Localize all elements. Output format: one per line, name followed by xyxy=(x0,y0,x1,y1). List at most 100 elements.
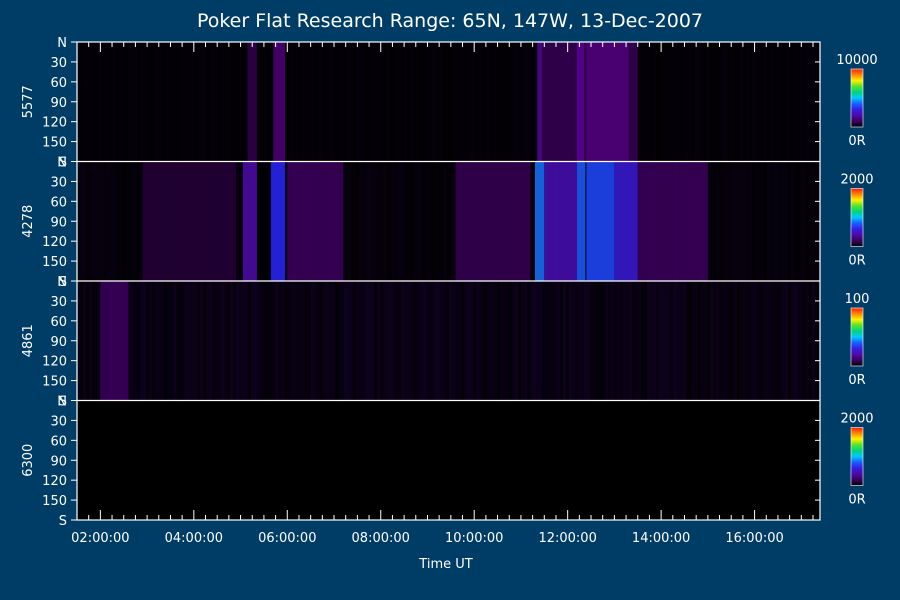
noise-streak xyxy=(689,281,692,401)
noise-streak xyxy=(413,42,416,162)
noise-streak xyxy=(716,281,719,401)
noise-streak xyxy=(344,162,347,282)
noise-streak xyxy=(650,42,653,162)
noise-streak xyxy=(185,42,188,162)
noise-streak xyxy=(710,161,713,281)
noise-streak xyxy=(797,42,800,162)
colorbar-min-label: 0R xyxy=(848,134,865,149)
noise-streak xyxy=(296,281,299,401)
noise-streak xyxy=(113,42,116,162)
colorbar xyxy=(850,307,864,367)
panel-4278: N 30 60 90 120 150 S 4278 2000 0R xyxy=(21,156,874,291)
noise-streak xyxy=(407,281,410,401)
noise-streak xyxy=(743,42,746,162)
noise-streak xyxy=(752,42,755,162)
noise-streak xyxy=(383,281,386,401)
noise-streak xyxy=(359,281,362,401)
noise-streak xyxy=(422,42,425,162)
noise-streak xyxy=(239,42,242,162)
y-tick-label: 150 xyxy=(42,255,67,270)
noise-streak xyxy=(356,42,359,162)
noise-streak xyxy=(578,281,581,401)
noise-streak xyxy=(758,161,761,281)
noise-streak xyxy=(503,42,506,162)
noise-streak xyxy=(86,42,89,162)
noise-streak xyxy=(281,281,284,401)
noise-streak xyxy=(233,42,236,162)
noise-streak xyxy=(782,42,785,162)
noise-streak xyxy=(284,281,287,401)
noise-streak xyxy=(311,42,314,162)
noise-streak xyxy=(143,281,146,401)
noise-streak xyxy=(356,162,359,282)
noise-streak xyxy=(617,281,620,401)
noise-streak xyxy=(626,281,629,401)
noise-streak xyxy=(257,161,260,281)
noise-streak xyxy=(560,281,563,401)
noise-streak xyxy=(233,281,236,401)
noise-streak xyxy=(113,161,116,281)
emission-band xyxy=(287,161,344,281)
noise-streak xyxy=(734,281,737,401)
noise-streak xyxy=(803,281,806,401)
x-axis: 02:00:00 04:00:00 06:00:00 08:00:00 10:00:00… xyxy=(71,42,814,546)
noise-streak xyxy=(146,42,149,162)
noise-streak xyxy=(416,42,419,162)
noise-streak xyxy=(671,42,674,162)
noise-streak xyxy=(731,161,734,281)
noise-streak xyxy=(347,161,350,281)
y-tick-label: 90 xyxy=(50,215,67,230)
y-tick-label: 150 xyxy=(42,136,67,151)
colorbar-max-label: 2000 xyxy=(840,173,873,188)
noise-streak xyxy=(323,281,326,401)
noise-streak xyxy=(131,281,134,401)
noise-streak xyxy=(605,281,608,401)
noise-streak xyxy=(383,161,386,281)
noise-streak xyxy=(266,162,269,282)
emission-band xyxy=(142,161,236,281)
noise-streak xyxy=(485,42,488,162)
noise-streak xyxy=(539,281,542,401)
noise-streak xyxy=(140,281,143,401)
noise-streak xyxy=(677,42,680,162)
noise-streak xyxy=(344,281,347,401)
y-tick-label: 60 xyxy=(50,434,67,449)
noise-streak xyxy=(671,281,674,401)
noise-streak xyxy=(701,281,704,401)
noise-streak xyxy=(641,42,644,162)
noise-streak xyxy=(548,281,551,401)
noise-streak xyxy=(209,281,212,401)
noise-streak xyxy=(449,281,452,401)
noise-streak xyxy=(314,281,317,401)
noise-streak xyxy=(224,42,227,162)
noise-streak xyxy=(401,281,404,401)
emission-band xyxy=(247,42,257,162)
noise-streak xyxy=(653,281,656,401)
noise-streak xyxy=(407,42,410,162)
noise-streak xyxy=(707,42,710,162)
noise-streak xyxy=(608,281,611,401)
noise-streak xyxy=(782,161,785,281)
noise-streak xyxy=(236,161,239,281)
noise-streak xyxy=(776,161,779,281)
noise-streak xyxy=(230,281,233,401)
noise-streak xyxy=(698,42,701,162)
x-tick-label: 10:00:00 xyxy=(445,531,503,546)
noise-streak xyxy=(545,281,548,401)
noise-streak xyxy=(692,281,695,401)
noise-streak xyxy=(428,281,431,401)
noise-streak xyxy=(722,42,725,162)
noise-streak xyxy=(320,281,323,401)
noise-streak xyxy=(335,281,338,401)
noise-streak xyxy=(734,161,737,281)
noise-streak xyxy=(83,281,86,401)
colorbar xyxy=(850,188,864,247)
noise-streak xyxy=(239,161,242,281)
noise-streak xyxy=(785,161,788,281)
noise-streak xyxy=(800,281,803,401)
noise-streak xyxy=(413,161,416,281)
noise-streak xyxy=(227,281,230,401)
emission-band xyxy=(577,42,585,162)
noise-streak xyxy=(170,42,173,162)
noise-streak xyxy=(302,42,305,162)
